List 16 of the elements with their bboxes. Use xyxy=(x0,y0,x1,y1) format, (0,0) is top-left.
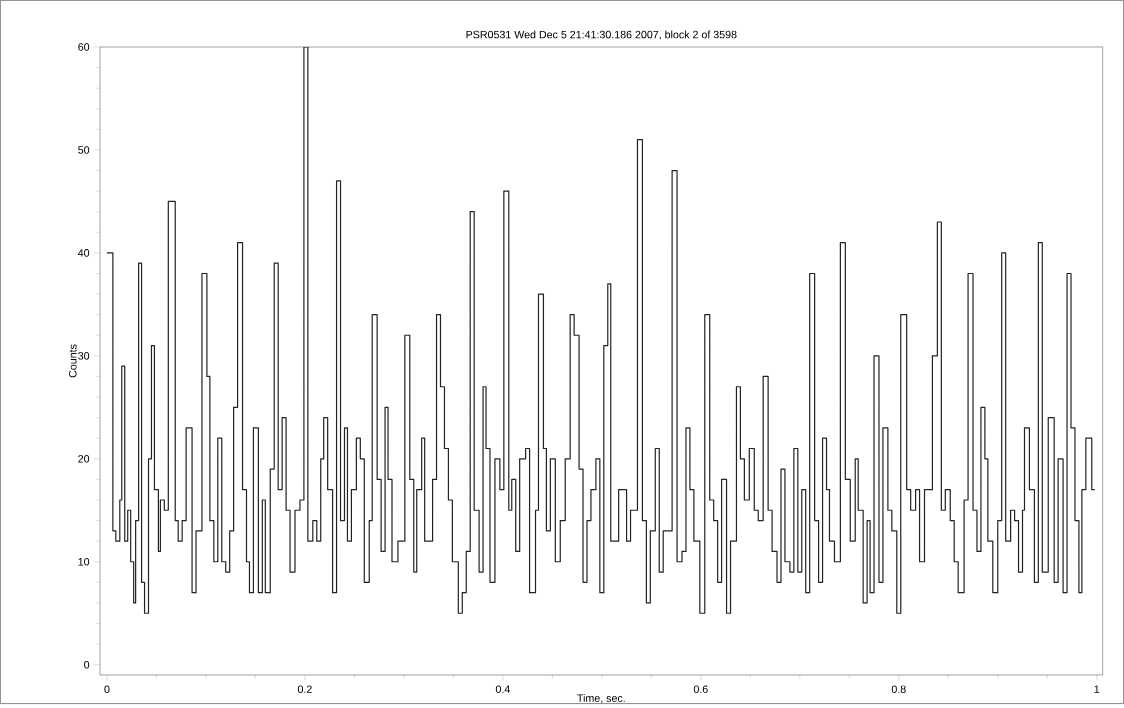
y-tick-label: 0 xyxy=(84,661,90,669)
y-tick-label: 50 xyxy=(78,146,90,154)
x-tick-label: 0.6 xyxy=(693,685,708,694)
y-tick-label: 60 xyxy=(78,43,90,51)
x-tick-label: 0 xyxy=(104,685,110,694)
y-axis-title: Counts xyxy=(69,344,77,378)
y-tick-label: 30 xyxy=(78,352,90,360)
x-tick-label: 0.8 xyxy=(891,685,906,694)
x-tick-label: 0.2 xyxy=(297,685,312,694)
y-tick-label: 20 xyxy=(78,455,90,463)
y-tick-label: 40 xyxy=(77,249,90,257)
x-axis-title: Time, sec. xyxy=(577,694,625,704)
x-tick-label: 1 xyxy=(1094,685,1100,693)
x-tick-label: 0.4 xyxy=(495,685,510,694)
chart-title: PSR0531 Wed Dec 5 21:41:30.186 2007, block 2 of 3598 xyxy=(466,30,737,40)
y-tick-label: 10 xyxy=(78,558,90,566)
